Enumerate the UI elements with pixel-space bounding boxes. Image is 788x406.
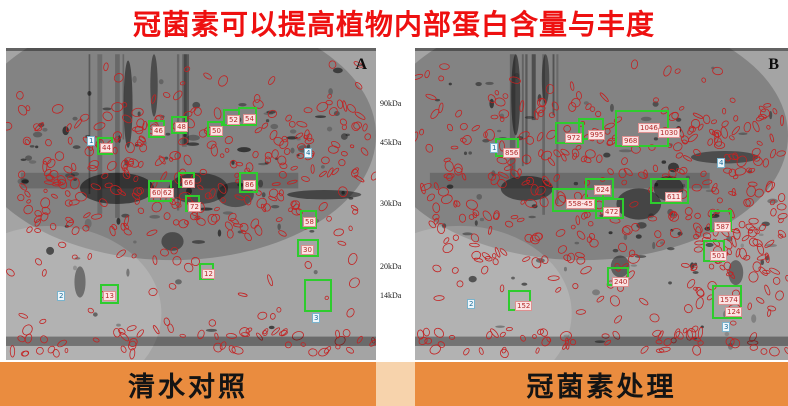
spot-id-tag: 12 <box>202 269 215 279</box>
reference-marker-tag: 2 <box>467 299 476 309</box>
protein-spot-box <box>555 122 584 144</box>
spot-id-tag: 46 <box>152 126 165 136</box>
spot-id-tag: 587 <box>714 222 732 232</box>
spot-id-tag: 13 <box>103 291 116 301</box>
protein-spot-box <box>595 198 624 219</box>
spot-id-tag: 66 <box>182 178 195 188</box>
protein-spot-box <box>100 284 119 304</box>
protein-spot-box <box>297 239 319 257</box>
protein-spot-box <box>650 178 689 204</box>
spot-id-tag: 624 <box>594 185 612 195</box>
spot-id-tag: 856 <box>503 148 521 158</box>
spot-id-tag: 52 <box>227 115 240 125</box>
spot-id-tag: 44 <box>100 143 113 153</box>
reference-marker-tag: 3 <box>312 313 321 323</box>
gel-panel-a: A 44 46 48 50 52 54 66 60 62 72 86 58 30 12 13 1 4 2 3 <box>6 48 376 360</box>
reference-marker-tag: 1 <box>490 143 499 153</box>
mw-marker-90kda: 90kDa <box>380 99 402 108</box>
spot-id-tag: 58 <box>303 217 316 227</box>
spot-id-tag: 152 <box>515 301 533 311</box>
spot-id-tag: 995 <box>588 130 606 140</box>
spot-id-tag: 30 <box>301 245 314 255</box>
reference-marker-tag: 4 <box>717 158 726 168</box>
protein-spot-box <box>552 188 604 212</box>
reference-marker-tag: 1 <box>87 136 96 146</box>
spot-id-tag: 1030 <box>658 128 680 138</box>
slide-title: 冠菌素可以提高植物内部蛋白含量与丰度 <box>132 10 655 41</box>
caption-banner-treatment: 冠菌素处理 <box>415 362 788 406</box>
spot-id-tag: 54 <box>243 114 256 124</box>
panel-letter-b: B <box>768 56 779 73</box>
reference-marker-tag: 3 <box>722 322 731 332</box>
spot-id-tag: 124 <box>725 307 743 317</box>
mw-marker-14kda: 14kDa <box>380 291 402 300</box>
spot-id-tag: 968 <box>622 136 640 146</box>
spot-id-tag: 972 <box>565 133 583 143</box>
mw-marker-45kda: 45kDa <box>380 138 402 147</box>
caption-banner-control: 清水对照 <box>0 362 376 406</box>
protein-spot-box <box>239 172 258 193</box>
spot-id-tag: 62 <box>161 188 174 198</box>
protein-spot-box <box>712 285 742 319</box>
gel-image-b <box>415 48 788 360</box>
reference-marker-tag: 2 <box>57 291 66 301</box>
reference-marker-tag: 4 <box>304 148 313 158</box>
spot-id-tag: 558-45 <box>566 199 595 209</box>
spot-id-tag: 472 <box>603 207 621 217</box>
spot-id-tag: 48 <box>175 122 188 132</box>
gel-panel-b: B 856 972 995 1046 1030 968 624 558-45 611 472 240… <box>415 48 788 360</box>
molecular-weight-strip: 90kDa 45kDa 30kDa 20kDa 14kDa <box>376 48 415 360</box>
spot-id-tag: 72 <box>188 202 201 212</box>
gel-image-a <box>6 48 376 360</box>
spot-id-tag: 1574 <box>718 295 740 305</box>
spot-id-tag: 50 <box>210 126 223 136</box>
mw-marker-30kda: 30kDa <box>380 199 402 208</box>
spot-id-tag: 86 <box>243 180 256 190</box>
banner-divider <box>376 362 415 406</box>
spot-id-tag: 240 <box>612 277 630 287</box>
spot-id-tag: 1046 <box>638 123 660 133</box>
mw-marker-20kda: 20kDa <box>380 262 402 271</box>
spot-id-tag: 501 <box>710 251 728 261</box>
protein-spot-box <box>304 279 332 312</box>
spot-id-tag: 611 <box>665 192 683 202</box>
protein-spot-box <box>300 210 317 229</box>
panel-letter-a: A <box>355 56 367 73</box>
